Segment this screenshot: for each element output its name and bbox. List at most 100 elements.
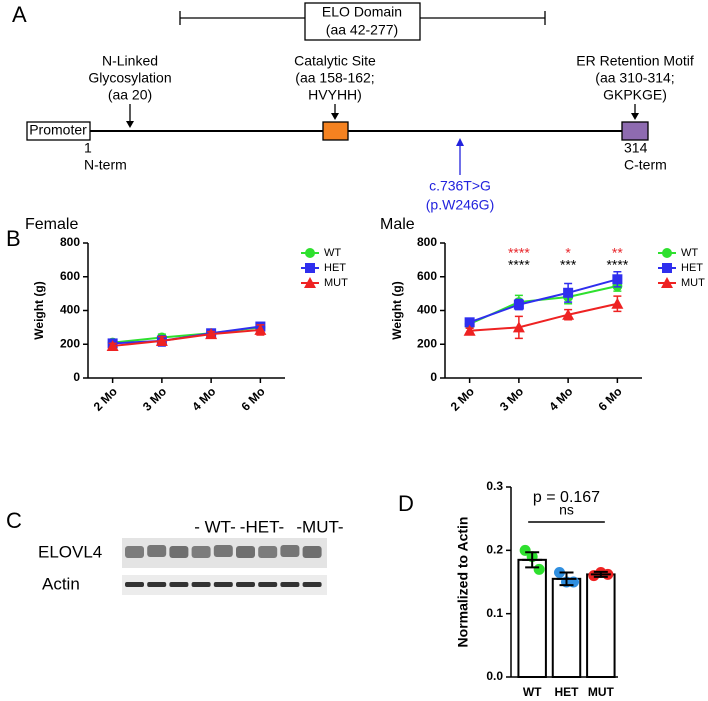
band	[280, 545, 300, 557]
feature-label: (aa 158-162;	[295, 70, 374, 86]
band	[258, 546, 278, 558]
panel-label: A	[12, 2, 27, 27]
marker	[611, 297, 624, 309]
error-bar	[522, 551, 543, 569]
band	[236, 582, 255, 587]
band	[169, 546, 189, 558]
x-tick-label: 2 Mo	[448, 384, 477, 413]
domain-range: (aa 42-277)	[326, 22, 398, 38]
protein-diagram	[26, 2, 649, 175]
band	[258, 582, 278, 587]
y-tick-label: 0	[73, 370, 80, 384]
feature-label: HVYHH)	[308, 87, 362, 103]
catalytic-site	[322, 121, 349, 141]
legend-label: HET	[324, 262, 346, 274]
band	[302, 546, 322, 558]
er-motif	[621, 121, 649, 141]
band	[280, 582, 300, 587]
series-line	[469, 285, 618, 325]
marker	[155, 334, 168, 346]
y-tick-label: 400	[60, 303, 80, 317]
band	[147, 545, 167, 557]
marker	[612, 274, 623, 285]
bar	[551, 577, 582, 678]
panel-label: D	[398, 491, 414, 516]
y-axis-label: Weight (g)	[32, 281, 46, 339]
group-label: - WT-	[194, 517, 236, 536]
marker	[562, 308, 575, 320]
series-line	[469, 302, 618, 332]
band	[169, 582, 189, 587]
y-tick-label: 200	[60, 336, 80, 350]
band	[191, 546, 211, 558]
series-line	[112, 328, 261, 347]
row-label: ELOVL4	[38, 542, 102, 561]
error-bar	[590, 570, 611, 578]
legend-label: HET	[681, 262, 703, 274]
domain-title: ELO Domain	[322, 4, 402, 20]
significance: ns	[559, 502, 574, 518]
marker	[463, 324, 476, 336]
y-tick-label: 200	[417, 336, 437, 350]
x-tick-label: 6 Mo	[596, 384, 625, 413]
start-position: 1	[84, 140, 92, 156]
start-label: N-term	[84, 157, 127, 173]
row-label: Actin	[42, 574, 80, 593]
y-tick-label: 600	[60, 269, 80, 283]
marker	[512, 321, 525, 333]
y-tick-label: 800	[417, 235, 437, 249]
feature-label: ER Retention Motif	[576, 53, 694, 69]
significance: ***	[560, 257, 577, 273]
panel-label: C	[6, 508, 22, 533]
y-tick-label: 0.3	[486, 479, 503, 493]
domain-box	[304, 2, 421, 41]
band	[302, 582, 322, 587]
x-tick-label: 4 Mo	[189, 384, 218, 413]
bar	[517, 558, 547, 678]
significance: *	[565, 245, 571, 261]
band	[125, 546, 144, 558]
marker	[464, 317, 475, 328]
y-tick-label: 0	[430, 370, 437, 384]
bar	[586, 573, 616, 679]
y-tick-label: 0.2	[486, 543, 503, 557]
y-tick-label: 0.1	[486, 606, 503, 620]
feature-label: Glycosylation	[88, 70, 171, 86]
feature-label: Catalytic Site	[294, 53, 376, 69]
bands	[125, 545, 322, 587]
band	[236, 546, 255, 558]
feature-label: GKPKGE)	[603, 87, 667, 103]
x-tick-label: 6 Mo	[239, 384, 268, 413]
y-axis-label: Normalized to Actin	[455, 517, 471, 648]
mutation-label: (p.W246G)	[426, 197, 494, 213]
data-point	[533, 563, 545, 575]
error-bar	[556, 571, 577, 587]
promoter-box	[26, 121, 91, 141]
panel-label: B	[6, 226, 21, 251]
y-axis-label: Weight (g)	[390, 281, 404, 339]
chart-title: Male	[380, 216, 415, 233]
significance: ****	[508, 257, 530, 273]
arrow-head	[631, 113, 639, 120]
marker	[106, 339, 119, 351]
band	[191, 582, 211, 587]
feature-label: (aa 20)	[108, 87, 152, 103]
x-tick-label: MUT	[588, 685, 615, 699]
x-tick-label: 3 Mo	[497, 384, 526, 413]
x-tick-label: 2 Mo	[91, 384, 120, 413]
x-tick-label: WT	[523, 685, 542, 699]
marker	[205, 328, 218, 340]
legend-label: WT	[324, 247, 341, 259]
series-line	[469, 278, 618, 324]
band	[125, 582, 144, 587]
marker	[513, 299, 524, 310]
band	[147, 582, 167, 587]
x-tick-label: 4 Mo	[546, 384, 575, 413]
significance: ****	[606, 257, 628, 273]
significance: **	[612, 245, 623, 261]
marker	[254, 323, 267, 335]
group-label: -HET-	[240, 517, 284, 536]
band	[213, 545, 233, 557]
arrow-head	[456, 138, 464, 146]
